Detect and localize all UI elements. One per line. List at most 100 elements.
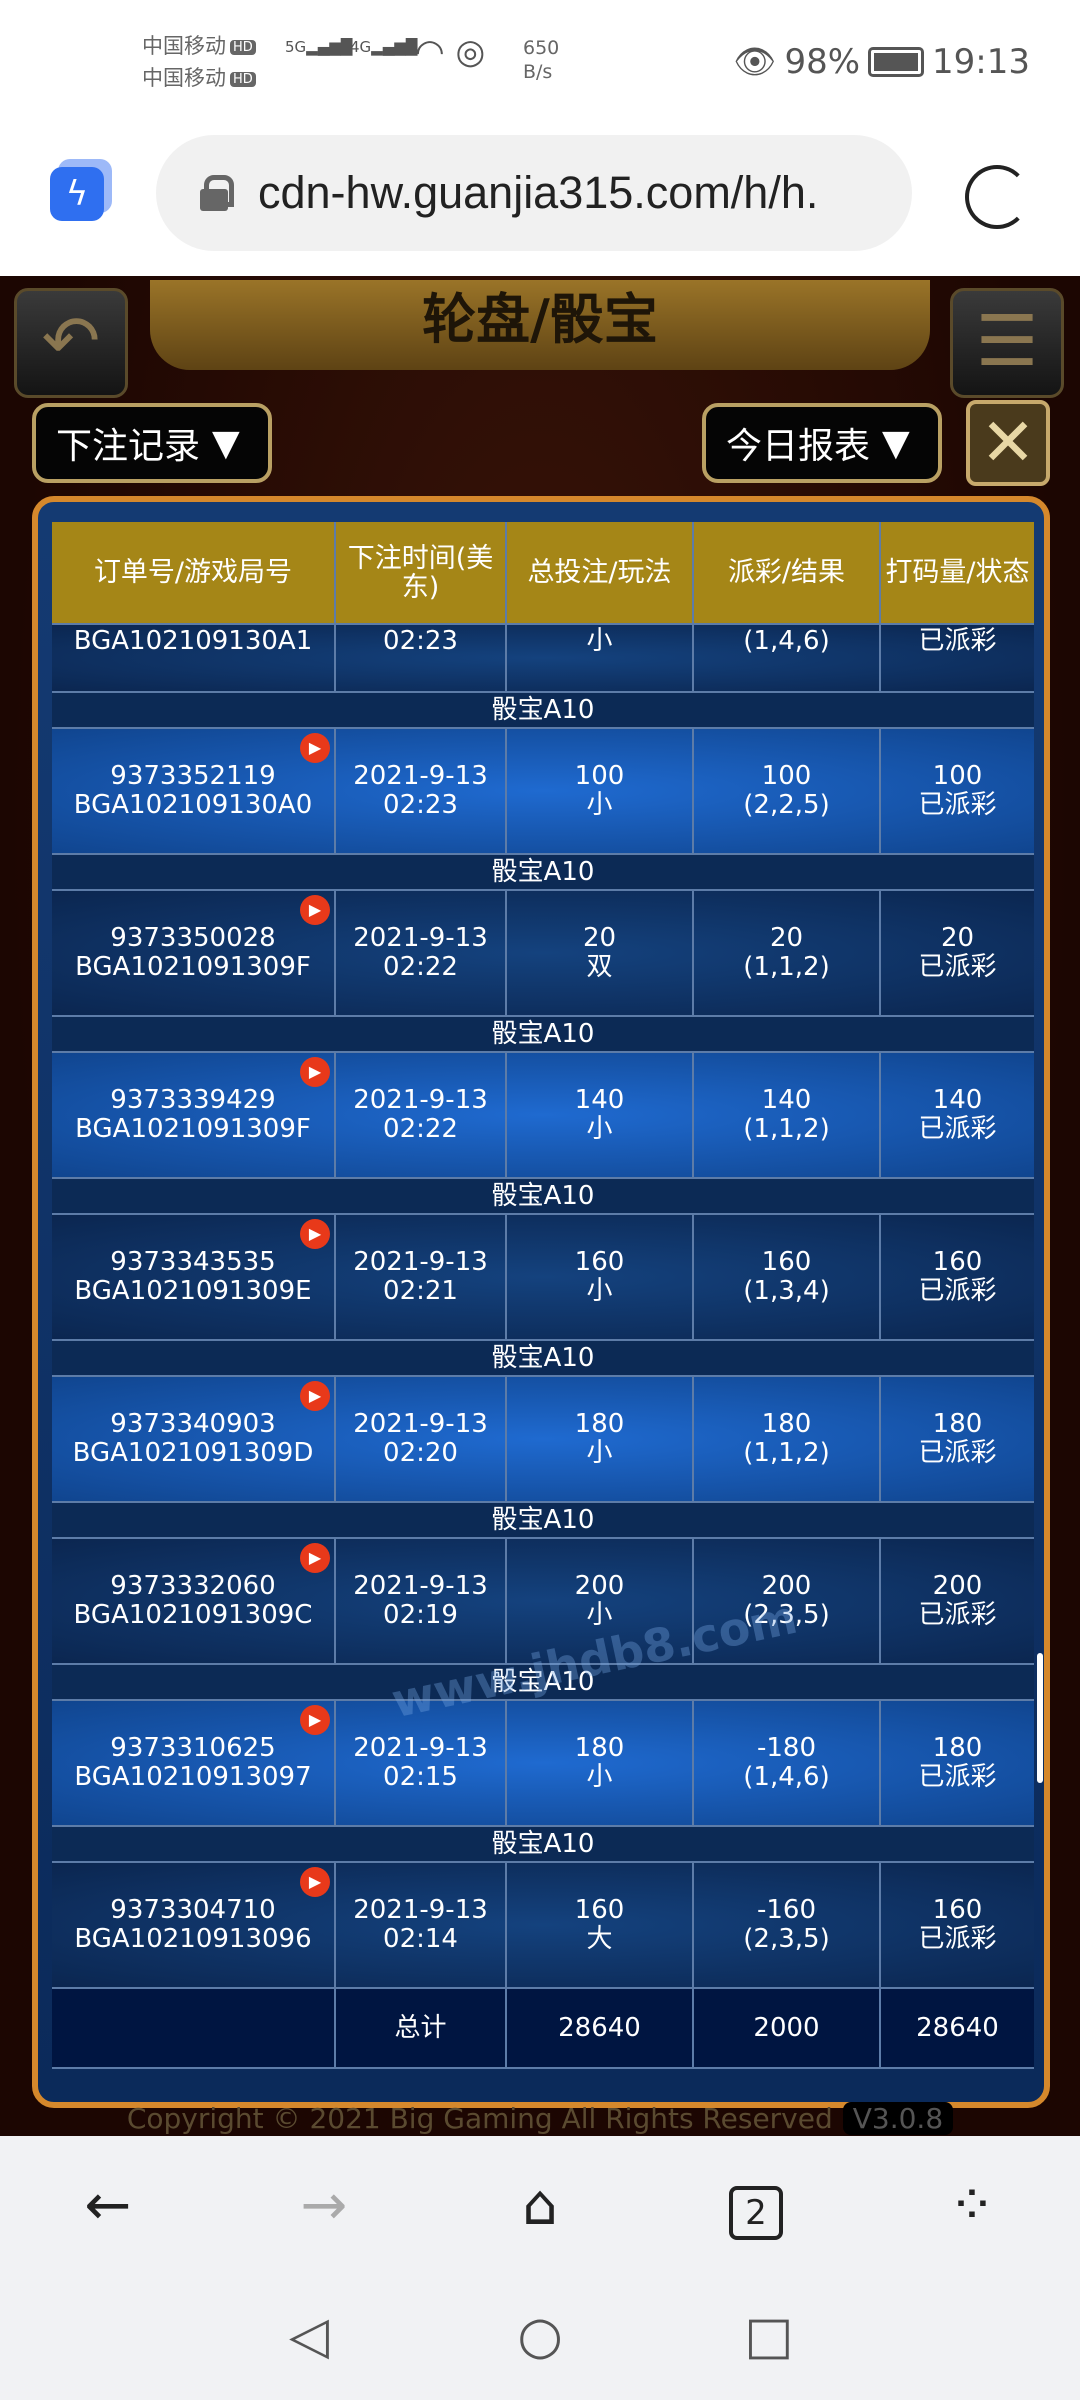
play-replay-icon[interactable]: ▶	[300, 1057, 330, 1087]
cell-payout-payout: 160	[761, 1247, 812, 1277]
cell-order-round: BGA102109130A0	[73, 790, 313, 820]
cell-order: 9373350028 BGA1021091309F ▶	[52, 891, 336, 1015]
records-panel: 订单号/游戏局号 下注时间(美东) 总投注/玩法 派彩/结果 打码量/状态 BG…	[32, 496, 1050, 2108]
cell-status-status: 已派彩	[918, 1276, 997, 1306]
cell-payout: 200 (2,3,5)	[694, 1539, 881, 1663]
cell-bet-bet: 140	[574, 1085, 625, 1115]
cell-payout-result: (2,3,5)	[743, 1600, 830, 1630]
play-replay-icon[interactable]: ▶	[300, 895, 330, 925]
footer: Copyright © 2021 Big Gaming All Rights R…	[0, 2102, 1080, 2135]
cell-status-turnover: 160	[932, 1895, 983, 1925]
cell-order: 9373304710 BGA10210913096 ▶	[52, 1863, 336, 1987]
cell-order: 9373340903 BGA1021091309D ▶	[52, 1377, 336, 1501]
play-replay-icon[interactable]: ▶	[300, 1543, 330, 1573]
cell-status: 100 已派彩	[881, 729, 1034, 853]
game-group-header: 骰宝A10	[52, 1665, 1034, 1701]
table-header: 订单号/游戏局号 下注时间(美东) 总投注/玩法 派彩/结果 打码量/状态	[52, 522, 1034, 625]
cell-status-turnover: 100	[932, 761, 983, 791]
table-row[interactable]: 9373304710 BGA10210913096 ▶ 2021-9-13 02:14 1…	[52, 1863, 1034, 1989]
table-row-partial[interactable]: BGA102109130A1 02:23 小 (1,4,6) 已派彩	[52, 625, 1034, 693]
cell-order-order: 9373340903	[110, 1409, 276, 1439]
cell-order-round: BGA1021091309D	[72, 1438, 314, 1468]
cell-order-order: 9373339429	[110, 1085, 276, 1115]
status-bar: 中国移动 HD 中国移动 HD 5G▂▄▆█ 4G▂▄▆█ ◠ ◎ 650 B/s 👁…	[0, 0, 1080, 120]
cell-play: 小	[507, 625, 694, 691]
cell-bet: 20 双	[507, 891, 694, 1015]
report-dropdown[interactable]: 今日报表 ▼	[702, 403, 942, 483]
cell-order-round: BGA10210913097	[74, 1762, 312, 1792]
cell-payout-result: (1,1,2)	[743, 1438, 830, 1468]
cell-status-status: 已派彩	[918, 1924, 997, 1954]
url-bar[interactable]: cdn-hw.guanjia315.com/h/h.	[156, 135, 912, 251]
header-payout: 派彩/结果	[694, 522, 881, 623]
status-right: 👁 98% 19:13	[733, 42, 1030, 82]
cell-status-turnover: 160	[932, 1247, 983, 1277]
cell-status-turnover: 200	[932, 1571, 983, 1601]
cell-time-date: 2021-9-13	[353, 1571, 488, 1601]
play-replay-icon[interactable]: ▶	[300, 733, 330, 763]
cell-status: 180 已派彩	[881, 1701, 1034, 1825]
nav-recents-icon[interactable]: □	[744, 2306, 794, 2366]
cell-bet-play: 大	[586, 1924, 613, 1954]
cell-time-time: 02:21	[383, 1276, 458, 1306]
cell-order-order: 9373304710	[110, 1895, 276, 1925]
home-icon[interactable]: ⌂	[522, 2173, 558, 2238]
bolt-icon[interactable]: ϟ	[50, 167, 104, 221]
cell-time-time: 02:15	[383, 1762, 458, 1792]
cell-bet: 160 大	[507, 1863, 694, 1987]
cell-time: 2021-9-13 02:22	[336, 1053, 507, 1177]
reload-icon[interactable]	[965, 165, 1029, 229]
total-row: 总计 28640 2000 28640	[52, 1989, 1034, 2069]
table-row[interactable]: 9373350028 BGA1021091309F ▶ 2021-9-13 02:22 2…	[52, 891, 1034, 1017]
total-bet: 28640	[507, 1989, 694, 2067]
table-row[interactable]: 9373339429 BGA1021091309F ▶ 2021-9-13 02:22 1…	[52, 1053, 1034, 1179]
table-row[interactable]: 9373332060 BGA1021091309C ▶ 2021-9-13 02:19 2…	[52, 1539, 1034, 1665]
cell-order: 9373332060 BGA1021091309C ▶	[52, 1539, 336, 1663]
scrollbar[interactable]	[1037, 1653, 1043, 1783]
menu-icon[interactable]: ☰	[950, 288, 1064, 398]
cell-time: 2021-9-13 02:23	[336, 729, 507, 853]
tabs-button[interactable]: 2	[716, 2166, 796, 2246]
close-button[interactable]: ✕	[966, 400, 1050, 486]
table-row[interactable]: 9373343535 BGA1021091309E ▶ 2021-9-13 02:21 1…	[52, 1215, 1034, 1341]
cell-status-status: 已派彩	[918, 1600, 997, 1630]
back-icon[interactable]: ←	[84, 2173, 132, 2238]
back-arrow-icon[interactable]: ↶	[14, 288, 128, 398]
cell-status-status: 已派彩	[918, 1438, 997, 1468]
signal-4g-icon: 4G▂▄▆█	[350, 38, 418, 56]
play-replay-icon[interactable]: ▶	[300, 1867, 330, 1897]
cell-bet: 100 小	[507, 729, 694, 853]
cell-order-order: 9373350028	[110, 923, 276, 953]
total-empty	[52, 1989, 336, 2067]
table-row[interactable]: 9373352119 BGA102109130A0 ▶ 2021-9-13 02:23 1…	[52, 729, 1034, 855]
bet-record-dropdown[interactable]: 下注记录 ▼	[32, 403, 272, 483]
cell-status-turnover: 180	[932, 1733, 983, 1763]
cell-time-time: 02:14	[383, 1924, 458, 1954]
cell-round: BGA102109130A1	[52, 625, 336, 691]
play-replay-icon[interactable]: ▶	[300, 1381, 330, 1411]
cell-bet-play: 双	[586, 952, 613, 982]
browser-bottom-bar: ← → ⌂ 2 ⁘ ◁ ○ □	[0, 2136, 1080, 2400]
cell-bet-bet: 100	[574, 761, 625, 791]
forward-icon[interactable]: →	[300, 2173, 348, 2238]
cell-status: 180 已派彩	[881, 1377, 1034, 1501]
table-row[interactable]: 9373310625 BGA10210913097 ▶ 2021-9-13 02:15 1…	[52, 1701, 1034, 1827]
records-table: 订单号/游戏局号 下注时间(美东) 总投注/玩法 派彩/结果 打码量/状态 BG…	[52, 522, 1034, 2069]
nav-home-icon[interactable]: ○	[517, 2306, 563, 2366]
battery-percent: 98%	[784, 42, 861, 82]
cell-bet-bet: 20	[582, 923, 617, 953]
play-replay-icon[interactable]: ▶	[300, 1705, 330, 1735]
cell-status-status: 已派彩	[918, 952, 997, 982]
nav-back-icon[interactable]: ◁	[289, 2306, 329, 2366]
cell-payout-payout: 200	[761, 1571, 812, 1601]
cell-payout-payout: 20	[769, 923, 804, 953]
table-row[interactable]: 9373340903 BGA1021091309D ▶ 2021-9-13 02:20 1…	[52, 1377, 1034, 1503]
cell-payout: 140 (1,1,2)	[694, 1053, 881, 1177]
play-replay-icon[interactable]: ▶	[300, 1219, 330, 1249]
cell-status: 20 已派彩	[881, 891, 1034, 1015]
total-turnover: 28640	[916, 2012, 999, 2043]
signal-5g-icon: 5G▂▄▆█	[285, 38, 353, 56]
cell-time-time: 02:22	[383, 1114, 458, 1144]
more-icon[interactable]: ⁘	[948, 2173, 996, 2238]
cell-order: 9373343535 BGA1021091309E ▶	[52, 1215, 336, 1339]
